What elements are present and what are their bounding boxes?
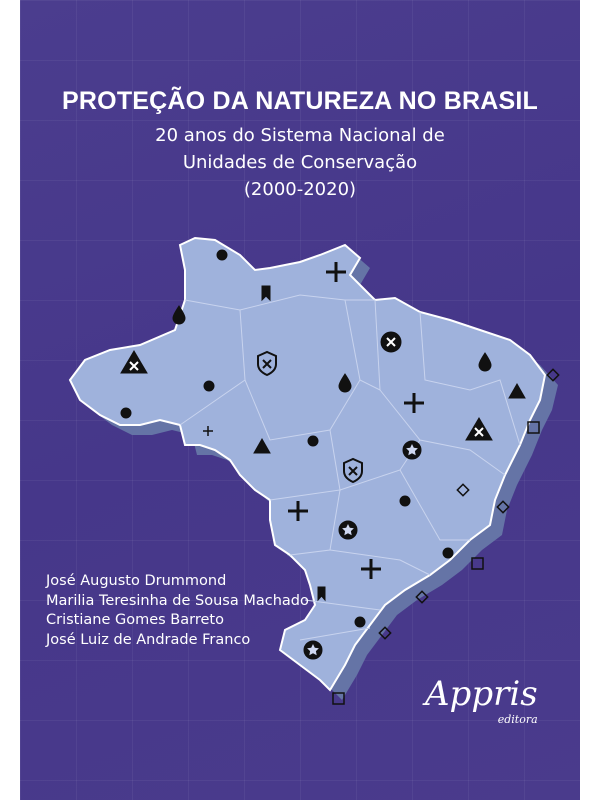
plus-icon <box>326 262 346 282</box>
book-subtitle: 20 anos do Sistema Nacional de Unidades … <box>20 122 580 203</box>
square-icon <box>471 557 484 570</box>
author-name: Cristiane Gomes Barreto <box>46 612 224 628</box>
diamond-icon <box>378 626 392 640</box>
diamond-icon <box>546 368 560 382</box>
triangle-icon <box>253 437 271 454</box>
circle-icon <box>203 380 215 392</box>
diamond-icon <box>496 500 510 514</box>
square-icon <box>527 421 540 434</box>
star-circle-icon <box>303 640 323 660</box>
book-cover: PROTEÇÃO DA NATUREZA NO BRASIL 20 anos d… <box>20 0 580 800</box>
drop-icon <box>338 373 352 393</box>
diamond-icon <box>415 590 429 604</box>
x-triangle-icon <box>120 350 148 374</box>
publisher-name: Appris <box>425 674 538 714</box>
author-name: Marilia Teresinha de Sousa Machado <box>46 592 309 609</box>
map-markers <box>120 249 560 705</box>
star-circle-icon <box>338 520 358 540</box>
plus-icon <box>288 501 308 521</box>
circle-icon <box>216 249 228 261</box>
publisher-logo: Appris editora <box>425 676 538 726</box>
x-shield-icon <box>257 350 277 377</box>
x-circle-icon <box>380 331 402 353</box>
x-triangle-icon <box>465 417 493 441</box>
brazil-map <box>68 236 560 705</box>
circle-icon <box>442 547 454 559</box>
star-circle-icon <box>402 440 422 460</box>
bookmark-icon <box>317 586 326 602</box>
subtitle-line: (2000-2020) <box>243 179 357 200</box>
plus-icon <box>361 559 381 579</box>
circle-icon <box>354 616 366 628</box>
triangle-icon <box>508 382 526 399</box>
subtitle-line: 20 anos do Sistema Nacional de <box>155 125 445 146</box>
circle-icon <box>399 495 411 507</box>
publisher-sub: editora <box>497 713 538 726</box>
bookmark-icon <box>261 285 271 302</box>
circle-icon <box>307 435 319 447</box>
state-borders <box>179 294 521 641</box>
drop-icon <box>478 352 492 372</box>
plus-icon <box>404 393 424 413</box>
subtitle-line: Unidades de Conservação <box>182 152 418 173</box>
plus-icon <box>203 426 213 436</box>
author-list: José Augusto Drummond Marilia Teresinha … <box>46 572 309 650</box>
drop-icon <box>172 305 186 325</box>
circle-icon <box>120 407 132 419</box>
square-icon <box>332 692 345 705</box>
x-shield-icon <box>343 457 363 484</box>
book-title: PROTEÇÃO DA NATUREZA NO BRASIL <box>62 87 538 115</box>
author-name: José Luiz de Andrade Franco <box>46 631 251 648</box>
map-land <box>68 236 547 692</box>
author-name: José Augusto Drummond <box>46 573 227 589</box>
diamond-icon <box>456 483 470 497</box>
